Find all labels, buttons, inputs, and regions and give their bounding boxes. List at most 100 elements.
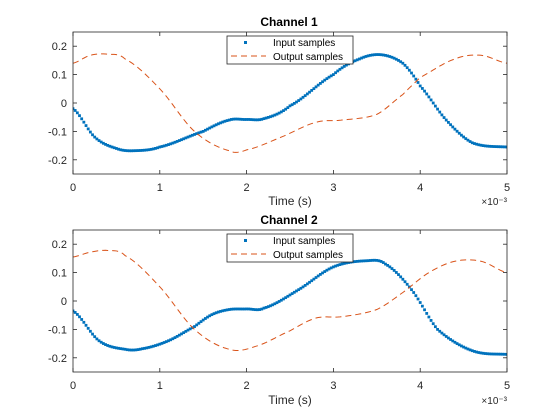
data-point xyxy=(303,284,307,287)
x-tick-label: 3 xyxy=(330,182,336,194)
data-point xyxy=(151,344,155,348)
data-point xyxy=(388,55,392,58)
data-point xyxy=(314,85,318,89)
data-point xyxy=(447,336,450,340)
data-point xyxy=(297,99,301,102)
data-point xyxy=(449,338,452,341)
data-point xyxy=(444,118,448,122)
data-point xyxy=(234,117,238,121)
data-point xyxy=(440,331,444,335)
data-point xyxy=(436,107,439,111)
data-point xyxy=(119,148,123,152)
data-point xyxy=(418,301,422,304)
data-point xyxy=(108,144,112,148)
data-point xyxy=(481,351,485,355)
data-point xyxy=(449,123,452,127)
data-point xyxy=(275,112,279,116)
data-point xyxy=(138,347,142,351)
data-point xyxy=(353,260,357,263)
data-point xyxy=(130,348,133,352)
data-point xyxy=(483,144,487,148)
data-point xyxy=(247,118,251,121)
data-point xyxy=(208,126,212,130)
data-point xyxy=(145,346,149,350)
data-point xyxy=(188,134,192,138)
data-point xyxy=(277,111,281,115)
data-point xyxy=(321,80,324,84)
data-point xyxy=(468,140,472,143)
data-point xyxy=(429,319,433,322)
data-point xyxy=(314,276,318,279)
data-point xyxy=(466,138,470,142)
data-point xyxy=(496,145,500,149)
data-point xyxy=(223,308,227,312)
data-point xyxy=(433,325,437,329)
data-point xyxy=(505,352,507,356)
data-point xyxy=(475,142,479,146)
data-point xyxy=(386,263,390,267)
x-tick-label: 0 xyxy=(70,182,76,194)
data-point xyxy=(84,323,88,327)
data-point xyxy=(486,144,489,148)
data-point xyxy=(405,66,409,70)
y-tick-label: -0.1 xyxy=(48,324,67,336)
data-point xyxy=(470,349,474,353)
data-point xyxy=(447,120,450,124)
x-tick-label: 2 xyxy=(244,182,250,194)
data-point xyxy=(223,119,227,123)
data-point xyxy=(112,346,116,349)
data-point xyxy=(420,87,424,90)
series-line-output-samples xyxy=(73,53,507,153)
data-point xyxy=(125,149,129,153)
data-point xyxy=(177,139,181,142)
data-point xyxy=(225,119,229,122)
data-point xyxy=(162,341,166,344)
data-point xyxy=(464,346,468,350)
data-point xyxy=(440,113,444,117)
data-point xyxy=(334,71,337,75)
data-point xyxy=(156,146,160,150)
series-layer xyxy=(73,249,507,356)
data-point xyxy=(501,352,505,356)
y-axis-ticks: -0.2 -0.1 0 0.1 0.2 xyxy=(48,41,507,167)
data-point xyxy=(240,307,244,311)
data-point xyxy=(295,100,298,104)
chart-title: Channel 1 xyxy=(260,15,318,29)
data-point xyxy=(164,340,168,344)
data-point xyxy=(353,59,357,63)
data-point xyxy=(232,307,235,311)
data-point xyxy=(266,115,270,119)
data-point xyxy=(195,323,199,327)
data-point xyxy=(318,82,322,85)
data-point xyxy=(479,143,483,147)
data-point xyxy=(494,352,498,356)
data-point xyxy=(230,118,233,121)
data-point xyxy=(481,144,485,147)
data-point xyxy=(375,53,379,56)
data-point xyxy=(345,261,348,265)
data-point xyxy=(275,301,279,305)
data-point xyxy=(219,121,222,125)
data-point xyxy=(375,258,379,262)
data-point xyxy=(442,116,446,119)
data-point xyxy=(208,314,212,318)
data-point xyxy=(240,117,244,121)
data-point xyxy=(368,259,372,262)
data-point xyxy=(206,127,209,131)
data-point xyxy=(182,331,186,335)
data-point xyxy=(234,307,238,311)
data-point xyxy=(128,348,131,352)
data-point xyxy=(360,56,364,60)
data-point xyxy=(201,318,205,322)
data-point xyxy=(97,139,101,142)
data-point xyxy=(251,118,255,122)
data-point xyxy=(462,135,465,139)
data-point xyxy=(78,315,81,319)
data-point xyxy=(477,143,481,147)
data-point xyxy=(394,57,398,61)
data-point xyxy=(93,135,97,139)
x-tick-label: 4 xyxy=(417,182,423,194)
data-point xyxy=(288,104,292,108)
data-point xyxy=(312,277,316,281)
